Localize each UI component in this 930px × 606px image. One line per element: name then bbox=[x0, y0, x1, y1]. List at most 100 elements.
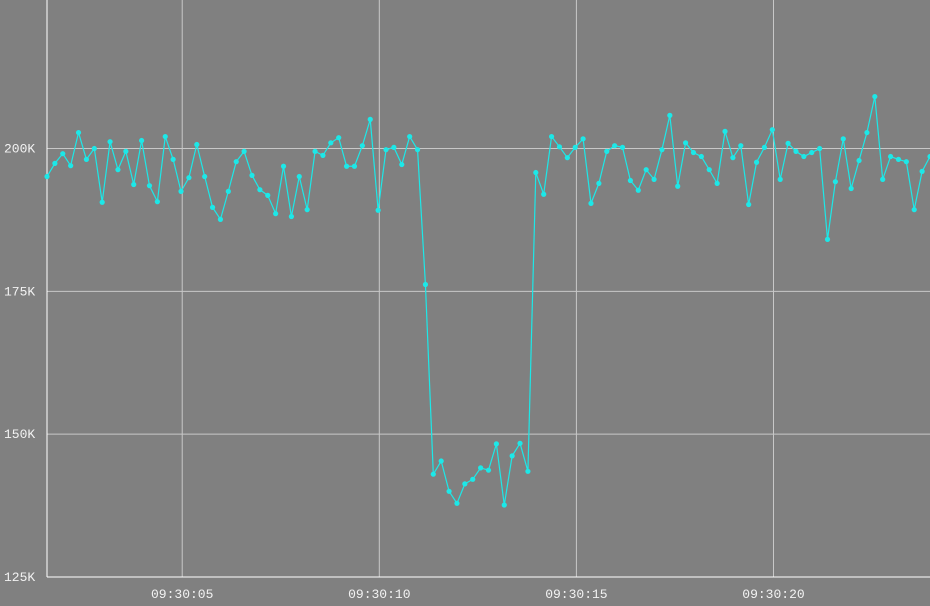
data-point bbox=[856, 157, 862, 164]
data-point bbox=[919, 168, 925, 174]
data-point bbox=[359, 143, 365, 149]
data-point bbox=[493, 441, 499, 447]
data-point bbox=[430, 471, 436, 477]
data-point bbox=[675, 183, 681, 189]
data-point bbox=[588, 200, 594, 206]
data-point bbox=[367, 116, 373, 122]
y-tick-label: 150K bbox=[4, 427, 35, 442]
y-tick-label: 175K bbox=[4, 284, 35, 299]
data-point bbox=[627, 177, 634, 184]
x-tick-label: 09:30:10 bbox=[348, 587, 410, 602]
data-point bbox=[249, 172, 255, 178]
data-point bbox=[635, 187, 641, 193]
data-point bbox=[209, 204, 216, 210]
data-point bbox=[596, 180, 602, 186]
data-point bbox=[746, 201, 752, 208]
data-point bbox=[903, 159, 909, 165]
data-point bbox=[880, 176, 886, 182]
data-point bbox=[107, 139, 113, 145]
data-point bbox=[809, 149, 815, 156]
data-point bbox=[533, 169, 539, 176]
data-point bbox=[517, 440, 523, 446]
data-point bbox=[296, 173, 302, 180]
data-point bbox=[115, 167, 121, 173]
data-point bbox=[777, 176, 783, 182]
data-point bbox=[793, 148, 799, 154]
y-tick-label: 125K bbox=[4, 570, 35, 585]
data-point bbox=[351, 163, 358, 169]
data-point bbox=[186, 175, 192, 181]
data-point bbox=[832, 179, 838, 185]
data-point bbox=[178, 188, 184, 194]
data-point bbox=[872, 93, 878, 100]
data-point bbox=[454, 500, 460, 506]
data-point bbox=[343, 163, 350, 169]
data-point bbox=[485, 467, 492, 473]
data-point bbox=[541, 191, 547, 197]
data-point bbox=[304, 207, 310, 213]
data-point bbox=[682, 140, 689, 146]
data-point bbox=[438, 458, 444, 464]
data-point bbox=[312, 148, 318, 154]
data-point bbox=[146, 183, 153, 189]
data-point bbox=[604, 148, 610, 154]
data-point bbox=[407, 133, 413, 140]
data-point bbox=[651, 176, 657, 182]
data-point bbox=[288, 213, 295, 220]
data-point bbox=[761, 144, 768, 150]
data-point bbox=[241, 148, 247, 154]
data-point bbox=[225, 188, 231, 194]
data-point bbox=[895, 156, 902, 162]
data-point bbox=[612, 143, 618, 149]
data-point bbox=[840, 136, 846, 142]
data-point bbox=[864, 129, 870, 136]
data-point bbox=[446, 488, 452, 494]
data-point bbox=[83, 156, 90, 162]
data-point bbox=[501, 502, 507, 508]
data-point bbox=[509, 453, 515, 459]
series-line bbox=[46, 96, 930, 506]
data-point bbox=[123, 148, 129, 154]
data-point bbox=[548, 133, 555, 140]
data-point bbox=[391, 144, 397, 150]
x-tick-label: 09:30:05 bbox=[151, 587, 213, 602]
data-point bbox=[273, 211, 279, 217]
data-point bbox=[68, 163, 74, 169]
data-point bbox=[233, 159, 239, 165]
data-point bbox=[202, 173, 208, 180]
data-point bbox=[556, 144, 563, 150]
data-point bbox=[698, 153, 704, 160]
data-point bbox=[785, 140, 791, 146]
data-point bbox=[328, 140, 334, 146]
data-point bbox=[139, 137, 145, 144]
x-tick-label: 09:30:20 bbox=[742, 587, 804, 602]
data-point bbox=[257, 187, 263, 193]
data-point bbox=[44, 173, 50, 180]
data-point bbox=[667, 112, 673, 118]
data-point bbox=[564, 155, 570, 161]
data-point bbox=[154, 199, 160, 205]
data-point bbox=[414, 147, 421, 153]
data-point bbox=[399, 161, 405, 168]
data-point bbox=[619, 144, 626, 150]
data-point bbox=[824, 236, 831, 242]
data-point bbox=[738, 143, 744, 149]
data-point bbox=[320, 152, 326, 158]
data-point bbox=[572, 144, 578, 150]
data-point bbox=[478, 465, 484, 471]
data-point bbox=[60, 151, 66, 157]
data-point bbox=[99, 199, 105, 205]
data-point bbox=[848, 185, 854, 192]
data-point bbox=[162, 133, 168, 140]
data-point bbox=[730, 155, 736, 161]
y-tick-label: 200K bbox=[4, 142, 35, 157]
data-point bbox=[383, 147, 389, 153]
data-point bbox=[706, 167, 712, 173]
data-point bbox=[131, 181, 137, 188]
data-point bbox=[75, 129, 82, 136]
data-point bbox=[265, 192, 271, 198]
data-point bbox=[217, 216, 224, 222]
data-point bbox=[801, 153, 807, 160]
data-point bbox=[462, 481, 468, 487]
